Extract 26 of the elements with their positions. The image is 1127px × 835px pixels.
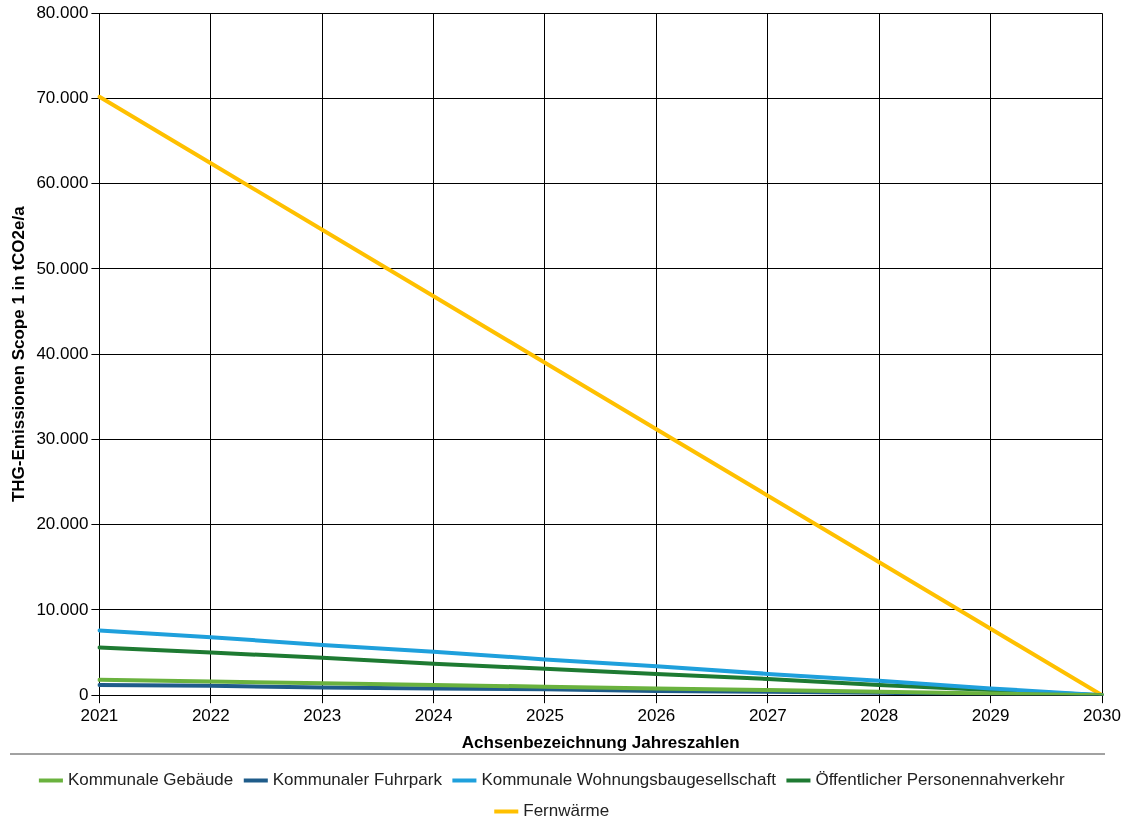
y-tick-label: 10.000 — [36, 599, 89, 619]
y-tick-label: 20.000 — [36, 514, 89, 534]
legend-label: Kommunaler Fuhrpark — [272, 770, 443, 790]
x-tick-label: 2021 — [80, 706, 119, 726]
y-tick-label: 0 — [78, 684, 89, 704]
y-axis-title: THG-Emissionen Scope 1 in tCO2e/a — [8, 205, 28, 503]
y-tick-label: 50.000 — [36, 258, 89, 278]
legend-label: Öffentlicher Personennahverkehr — [815, 770, 1065, 790]
x-tick-label: 2025 — [526, 706, 564, 726]
legend-label: Kommunale Wohnungsbaugesellschaft — [481, 770, 777, 790]
x-axis-title: Achsenbezeichnung Jahreszahlen — [461, 733, 740, 753]
y-tick-label: 30.000 — [36, 429, 89, 449]
x-tick-label: 2030 — [1083, 706, 1121, 726]
legend-label: Fernwärme — [523, 801, 610, 821]
legend-label: Kommunale Gebäude — [67, 770, 234, 790]
y-tick-label: 80.000 — [36, 2, 89, 22]
y-tick-label: 60.000 — [36, 173, 89, 193]
x-tick-label: 2029 — [971, 706, 1010, 726]
x-tick-label: 2023 — [303, 706, 342, 726]
y-tick-label: 40.000 — [36, 343, 89, 363]
x-tick-label: 2028 — [860, 706, 899, 726]
x-tick-label: 2022 — [191, 706, 230, 726]
y-tick-label: 70.000 — [36, 88, 89, 108]
x-tick-label: 2027 — [748, 706, 787, 726]
x-tick-label: 2026 — [637, 706, 676, 726]
x-tick-label: 2024 — [414, 706, 453, 726]
